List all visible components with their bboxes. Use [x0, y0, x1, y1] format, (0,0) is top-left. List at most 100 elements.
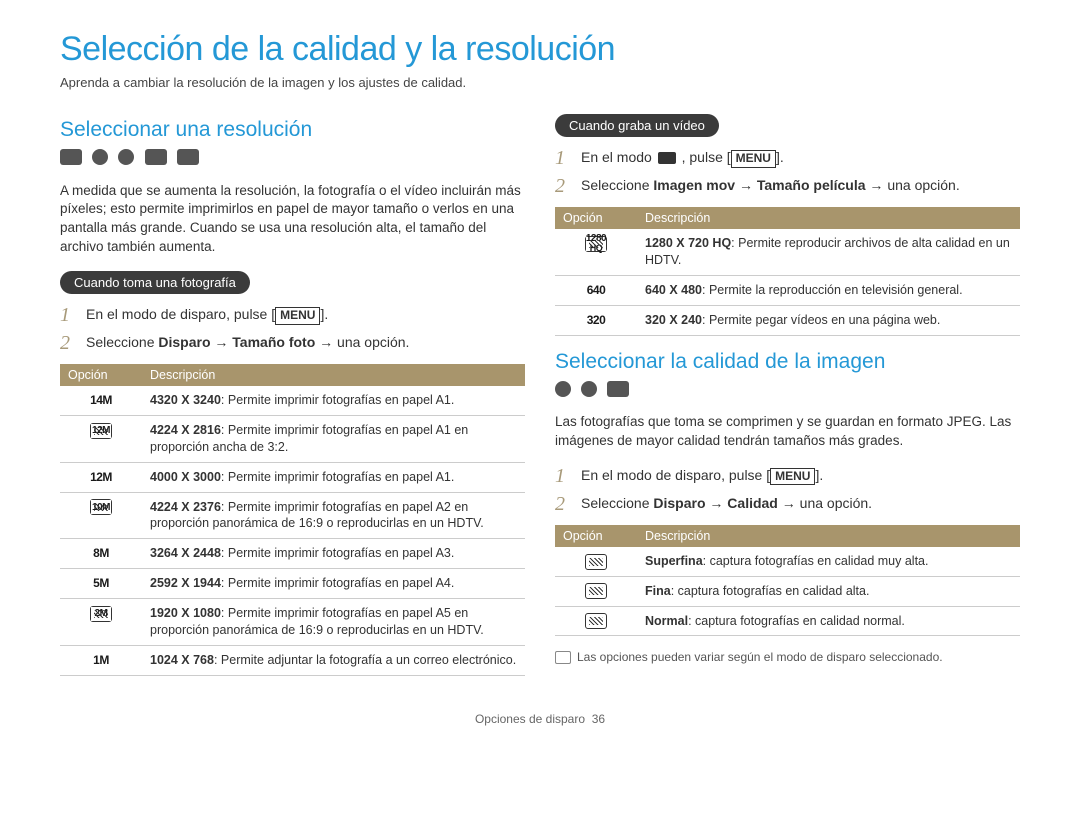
th-desc: Descripción — [637, 525, 1020, 547]
option-icon — [585, 583, 607, 599]
option-cell — [555, 576, 637, 606]
option-icon: 2M — [90, 606, 112, 622]
table-header-row: Opción Descripción — [555, 207, 1020, 229]
quality-intro-text: Las fotografías que toma se comprimen y … — [555, 413, 1020, 451]
option-cell — [555, 606, 637, 636]
description-cell: 3264 X 2448: Permite imprimir fotografía… — [142, 539, 525, 569]
description-cell: 4224 X 2816: Permite imprimir fotografía… — [142, 415, 525, 462]
description-cell: 320 X 240: Permite pegar vídeos en una p… — [637, 305, 1020, 335]
option-cell: 10M — [60, 492, 142, 539]
step-text: Seleccione Disparo → Tamaño foto → una o… — [86, 332, 525, 353]
footer-page-number: 36 — [592, 712, 605, 726]
photo-step-2: 2 Seleccione Disparo → Tamaño foto → una… — [60, 332, 525, 354]
table-row: 5M 2592 X 1944: Permite imprimir fotograf… — [60, 569, 525, 599]
menu-key: MENU — [275, 307, 320, 325]
description-cell: 2592 X 1944: Permite imprimir fotografía… — [142, 569, 525, 599]
description-cell: 4320 X 3240: Permite imprimir fotografía… — [142, 386, 525, 415]
mode-scene-icon — [145, 149, 167, 165]
mode-icons-resolution — [60, 148, 525, 168]
option-cell: 2M — [60, 599, 142, 646]
option-icon: 640 — [587, 283, 606, 297]
page-footer: Opciones de disparo 36 — [60, 712, 1020, 726]
mode-icons-quality — [555, 380, 1020, 400]
description-cell: Superfina: captura fotografías en calida… — [637, 547, 1020, 576]
step-number: 1 — [60, 304, 76, 326]
photo-resolution-table: Opción Descripción 14M 4320 X 3240: Permi… — [60, 364, 525, 676]
table-row: Superfina: captura fotografías en calida… — [555, 547, 1020, 576]
option-cell: 12M — [60, 415, 142, 462]
description-cell: 1280 X 720 HQ: Permite reproducir archiv… — [637, 229, 1020, 275]
table-row: 640 640 X 480: Permite la reproducción en… — [555, 275, 1020, 305]
menu-key: MENU — [770, 468, 815, 486]
quality-step-1: 1 En el modo de disparo, pulse [MENU]. — [555, 465, 1020, 487]
mode-program-icon — [555, 381, 571, 397]
table-row: Normal: captura fotografías en calidad n… — [555, 606, 1020, 636]
description-cell: 640 X 480: Permite la reproducción en te… — [637, 275, 1020, 305]
step-number: 2 — [60, 332, 76, 354]
option-cell: 1M — [60, 645, 142, 675]
option-icon: 8M — [93, 546, 109, 560]
option-icon: 5M — [93, 576, 109, 590]
description-cell: Fina: captura fotografías en calidad alt… — [637, 576, 1020, 606]
columns-wrapper: Seleccionar una resolución A medida que … — [60, 110, 1020, 690]
option-icon: 10M — [90, 499, 112, 515]
description-cell: 4000 X 3000: Permite imprimir fotografía… — [142, 462, 525, 492]
table-row: 2M 1920 X 1080: Permite imprimir fotograf… — [60, 599, 525, 646]
table-row: 10M 4224 X 2376: Permite imprimir fotogra… — [60, 492, 525, 539]
table-row: 1M 1024 X 768: Permite adjuntar la fotogr… — [60, 645, 525, 675]
table-row: 320 320 X 240: Permite pegar vídeos en un… — [555, 305, 1020, 335]
step-text: En el modo de disparo, pulse [MENU]. — [581, 465, 1020, 486]
step-text: En el modo , pulse [MENU]. — [581, 147, 1020, 168]
video-steps-list: 1 En el modo , pulse [MENU]. 2 Seleccion… — [555, 147, 1020, 197]
mode-video-icon — [177, 149, 199, 165]
option-cell: 5M — [60, 569, 142, 599]
option-icon — [585, 554, 607, 570]
photo-context-pill: Cuando toma una fotografía — [60, 271, 250, 294]
menu-key: MENU — [731, 150, 776, 168]
quality-footnote: Las opciones pueden variar según el modo… — [555, 650, 1020, 664]
video-context-pill: Cuando graba un vídeo — [555, 114, 719, 137]
table-row: Fina: captura fotografías en calidad alt… — [555, 576, 1020, 606]
step-text: En el modo de disparo, pulse [MENU]. — [86, 304, 525, 325]
page-container: Selección de la calidad y la resolución … — [0, 0, 1080, 746]
page-title: Selección de la calidad y la resolución — [60, 30, 1020, 69]
option-cell: 12M — [60, 462, 142, 492]
option-icon: 1M — [93, 653, 109, 667]
option-icon: 320 — [587, 313, 606, 327]
video-step-1: 1 En el modo , pulse [MENU]. — [555, 147, 1020, 169]
description-cell: 4224 X 2376: Permite imprimir fotografía… — [142, 492, 525, 539]
video-step-2: 2 Seleccione Imagen mov → Tamaño películ… — [555, 175, 1020, 197]
table-header-row: Opción Descripción — [60, 364, 525, 386]
option-icon: 1280HQ — [585, 236, 607, 252]
option-cell: 640 — [555, 275, 637, 305]
table-row: 8M 3264 X 2448: Permite imprimir fotograf… — [60, 539, 525, 569]
table-row: 14M 4320 X 3240: Permite imprimir fotogra… — [60, 386, 525, 415]
step-text: Seleccione Imagen mov → Tamaño película … — [581, 175, 1020, 196]
page-subtitle: Aprenda a cambiar la resolución de la im… — [60, 75, 1020, 90]
quality-step-2: 2 Seleccione Disparo → Calidad → una opc… — [555, 493, 1020, 515]
option-cell: 8M — [60, 539, 142, 569]
option-icon: 12M — [90, 470, 112, 484]
step-number: 1 — [555, 465, 571, 487]
th-opcion: Opción — [555, 525, 637, 547]
th-desc: Descripción — [637, 207, 1020, 229]
mode-program-icon — [92, 149, 108, 165]
option-icon — [585, 613, 607, 629]
option-icon: 12M — [90, 423, 112, 439]
description-cell: 1920 X 1080: Permite imprimir fotografía… — [142, 599, 525, 646]
option-cell: 14M — [60, 386, 142, 415]
footer-label: Opciones de disparo — [475, 712, 585, 726]
option-icon: 14M — [90, 393, 112, 407]
option-cell — [555, 547, 637, 576]
mode-scene-icon — [607, 381, 629, 397]
mode-dual-is-icon — [581, 381, 597, 397]
section-title-resolution: Seleccionar una resolución — [60, 118, 525, 142]
step-number: 2 — [555, 493, 571, 515]
step-number: 1 — [555, 147, 571, 169]
th-opcion: Opción — [60, 364, 142, 386]
table-header-row: Opción Descripción — [555, 525, 1020, 547]
step-number: 2 — [555, 175, 571, 197]
right-column: Cuando graba un vídeo 1 En el modo , pul… — [555, 110, 1020, 690]
table-row: 12M 4224 X 2816: Permite imprimir fotogra… — [60, 415, 525, 462]
description-cell: 1024 X 768: Permite adjuntar la fotograf… — [142, 645, 525, 675]
